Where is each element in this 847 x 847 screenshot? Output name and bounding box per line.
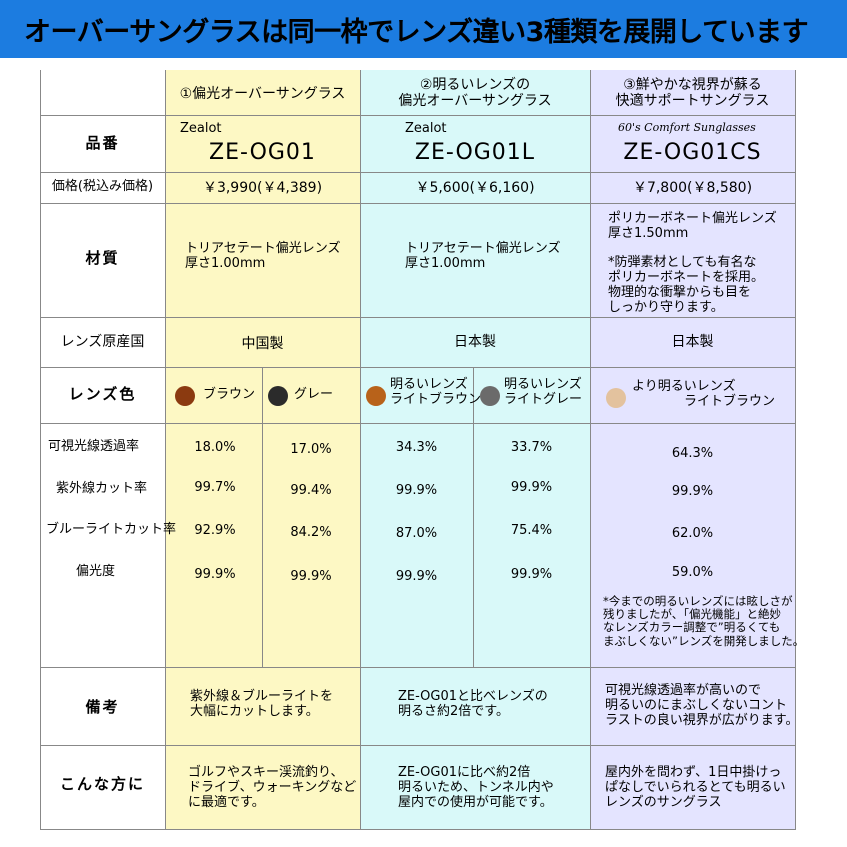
row-divider (40, 172, 795, 173)
banner-title: オーバーサングラスは同一枠でレンズ違い3種類を展開しています (24, 17, 809, 48)
title-banner: オーバーサングラスは同一枠でレンズ違い3種類を展開しています (0, 0, 847, 58)
label-note: 備考 (85, 698, 120, 716)
spec-label-visible-transmittance: 可視光線透過率 (48, 439, 140, 454)
column-divider (165, 70, 166, 830)
spec-value: 99.9% (671, 484, 714, 499)
spec-label-bluelight-cut: ブルーライトカット率 (46, 522, 177, 537)
label-origin: レンズ原産国 (60, 334, 145, 350)
spec-value: 75.4% (510, 523, 553, 538)
row-divider (40, 667, 795, 668)
model-og01l: ZE-OG01L (414, 140, 536, 165)
light-brown-lens-swatch (366, 386, 386, 406)
note-og01cs: 可視光線透過率が高いので 明るいのにまぶしくないコント ラストの良い視界が広がり… (605, 683, 799, 728)
target-og01l: ZE-OG01に比べ約2倍 明るいため、トンネル内や 屋内での使用が可能です。 (398, 765, 554, 810)
note-og01l: ZE-OG01と比べレンズの 明るさ約2倍です。 (398, 689, 548, 719)
lens-color-name: より明るいレンズ ライトブラウン (632, 379, 776, 409)
column-divider (795, 70, 796, 830)
target-og01cs: 屋内外を問わず、1日中掛けっ ぱなしでいられるとても明るい レンズのサングラス (605, 765, 786, 810)
lens-color-name: ブラウン (203, 387, 256, 402)
header-og01: ①偏光オーバーサングラス (179, 86, 346, 102)
origin-og01: 中国製 (241, 336, 284, 352)
spec-value: 62.0% (671, 526, 714, 541)
lens-color-name: 明るいレンズ ライトブラウン (390, 377, 482, 407)
spec-value: 87.0% (395, 526, 438, 541)
spec-value: 99.9% (395, 483, 438, 498)
spec-value: 84.2% (290, 525, 332, 540)
origin-og01l: 日本製 (454, 334, 496, 350)
spec-value: 99.9% (290, 569, 332, 584)
material-og01cs: ポリカーボネート偏光レンズ 厚さ1.50mm (608, 211, 777, 241)
header-og01l: ②明るいレンズの 偏光オーバーサングラス (398, 77, 552, 110)
header-og01cs: ③鮮やかな視界が蘇る 快適サポートサングラス (615, 77, 770, 110)
spec-value: 18.0% (194, 440, 236, 455)
origin-og01cs: 日本製 (671, 334, 714, 350)
spec-value: 17.0% (290, 442, 332, 457)
column-bg-og01l (360, 70, 590, 830)
row-divider (40, 423, 795, 424)
spec-value: 99.9% (194, 567, 236, 582)
brand-og01cs: 60's Comfort Sunglasses (618, 121, 756, 134)
row-divider (40, 829, 795, 830)
spec-footnote: *今までの明るいレンズには眩しさが 残りましたが、「偏光機能」と絶妙 なレンズカ… (603, 594, 805, 648)
light-gray-lens-swatch (480, 386, 500, 406)
spec-value: 99.4% (290, 483, 332, 498)
material-og01l: トリアセテート偏光レンズ 厚さ1.00mm (405, 241, 561, 271)
model-og01cs: ZE-OG01CS (623, 140, 762, 165)
lighter-brown-lens-swatch (606, 388, 626, 408)
spec-value: 33.7% (510, 440, 553, 455)
spec-value: 34.3% (395, 440, 438, 455)
sub-column-divider (262, 368, 263, 668)
row-divider (40, 367, 795, 368)
spec-label-uv-cut: 紫外線カット率 (56, 481, 148, 496)
column-divider (40, 70, 41, 830)
brand-og01: Zealot (180, 121, 222, 136)
column-divider (360, 70, 361, 830)
label-material: 材質 (85, 249, 120, 267)
price-og01: ￥3,990(￥4,389) (202, 180, 323, 196)
row-divider (40, 203, 795, 204)
price-og01l: ￥5,600(￥6,160) (415, 180, 535, 196)
label-target: こんな方に (59, 775, 145, 793)
label-color: レンズ色 (68, 385, 137, 403)
label-model: 品番 (85, 134, 120, 152)
lens-color-name: グレー (294, 387, 334, 402)
price-og01cs: ￥7,800(￥8,580) (632, 180, 753, 196)
material-og01: トリアセテート偏光レンズ 厚さ1.00mm (185, 241, 341, 271)
brand-og01l: Zealot (405, 121, 447, 136)
lens-color-name: 明るいレンズ ライトグレー (504, 377, 583, 407)
row-divider (40, 317, 795, 318)
spec-value: 92.9% (194, 523, 236, 538)
spec-value: 99.9% (510, 480, 553, 495)
spec-value: 59.0% (671, 565, 714, 580)
material-note-og01cs: *防弾素材としても有名な ポリカーボネートを採用。 物理的な衝撃からも目を しっ… (608, 255, 765, 315)
row-divider (40, 115, 795, 116)
column-bg-og01cs (590, 70, 795, 830)
column-divider (590, 70, 591, 830)
spec-label-polarization: 偏光度 (76, 564, 116, 579)
model-og01: ZE-OG01 (209, 140, 316, 165)
gray-lens-swatch (268, 386, 288, 406)
spec-value: 99.9% (510, 567, 553, 582)
brown-lens-swatch (175, 386, 195, 406)
sub-column-divider (473, 368, 474, 668)
spec-value: 99.7% (194, 480, 236, 495)
spec-value: 99.9% (395, 569, 438, 584)
spec-value: 64.3% (671, 446, 714, 461)
note-og01: 紫外線＆ブルーライトを 大幅にカットします。 (190, 689, 334, 719)
label-price: 価格(税込み価格) (51, 179, 154, 194)
row-divider (40, 745, 795, 746)
target-og01: ゴルフやスキー渓流釣り、 ドライブ、ウォーキングなど に最適です。 (188, 765, 357, 810)
